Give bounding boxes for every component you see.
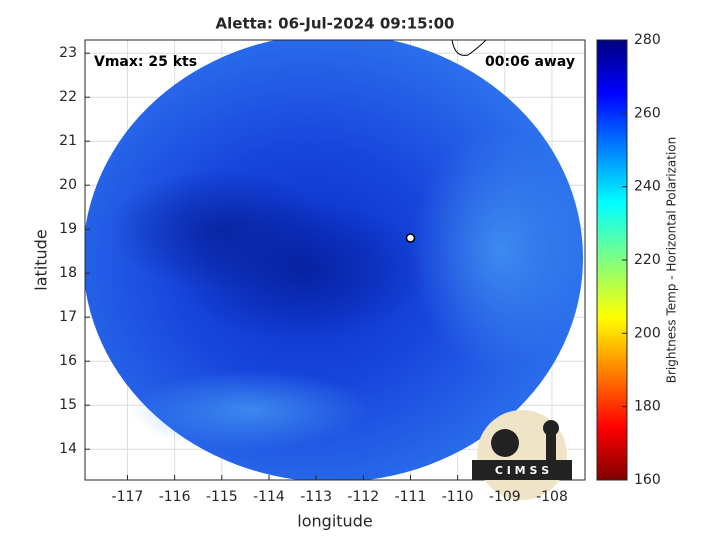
colorbar-tick-label: 180: [634, 399, 661, 415]
colorbar-tick-label: 260: [634, 105, 661, 121]
x-tick-label: -116: [159, 489, 191, 505]
colorbar-tick-label: 200: [634, 325, 661, 341]
y-tick-label: 20: [59, 177, 77, 193]
colorbar-label: Brightness Temp - Horizontal Polarizatio…: [665, 137, 679, 384]
x-tick-label: -115: [206, 489, 238, 505]
y-tick-label: 22: [59, 89, 77, 105]
x-tick-label: -109: [489, 489, 521, 505]
colorbar-tick-label: 280: [634, 32, 661, 48]
x-tick-label: -114: [253, 489, 285, 505]
x-tick-label: -117: [112, 489, 144, 505]
y-tick-label: 17: [59, 309, 77, 325]
x-axis-label: longitude: [297, 512, 372, 531]
x-tick-label: -113: [300, 489, 332, 505]
satellite-image: [85, 40, 585, 480]
x-tick-label: -108: [536, 489, 568, 505]
x-tick-label: -112: [347, 489, 379, 505]
colorbar-tick-label: 160: [634, 472, 661, 488]
colorbar-tick-label: 220: [634, 252, 661, 268]
annotation: 00:06 away: [485, 54, 575, 70]
x-tick-label: -110: [442, 489, 474, 505]
x-tick-label: -111: [395, 489, 427, 505]
y-tick-label: 14: [59, 441, 77, 457]
storm-center: [405, 233, 416, 243]
logo-text: C I M S S: [495, 464, 549, 477]
plot-frame: [84, 39, 586, 481]
annotation: Vmax: 25 kts: [94, 54, 197, 70]
y-tick-label: 18: [59, 265, 77, 281]
y-tick-label: 16: [59, 353, 77, 369]
y-tick-label: 23: [59, 45, 77, 61]
colorbar-tick-label: 240: [634, 179, 661, 195]
y-axis-label: latitude: [32, 229, 51, 290]
y-tick-label: 21: [59, 133, 77, 149]
y-tick-label: 19: [59, 221, 77, 237]
y-tick-label: 15: [59, 397, 77, 413]
cimss-logo: C I M S S: [472, 410, 572, 500]
chart-title: Aletta: 06-Jul-2024 09:15:00: [216, 15, 455, 33]
